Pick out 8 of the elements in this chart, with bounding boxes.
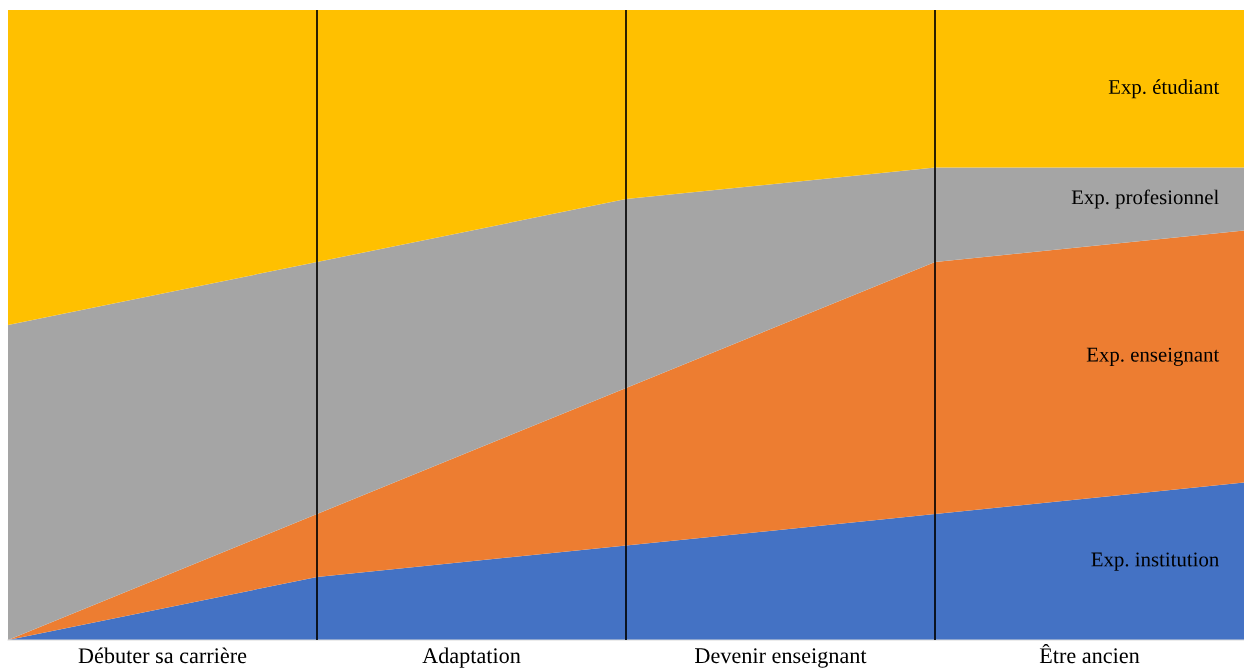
text: Adaptation (422, 647, 521, 668)
text: Débuter sa carrière (78, 647, 247, 664)
series-label: Exp. enseignant (1086, 347, 1220, 366)
text: Être ancien (1039, 643, 1140, 664)
series-label: Exp. étudiant (1108, 79, 1220, 99)
series-label: Exp. profesionnel (1071, 189, 1219, 209)
text: Devenir enseignant (695, 648, 867, 668)
series-label: Exp. institution (1091, 552, 1219, 571)
